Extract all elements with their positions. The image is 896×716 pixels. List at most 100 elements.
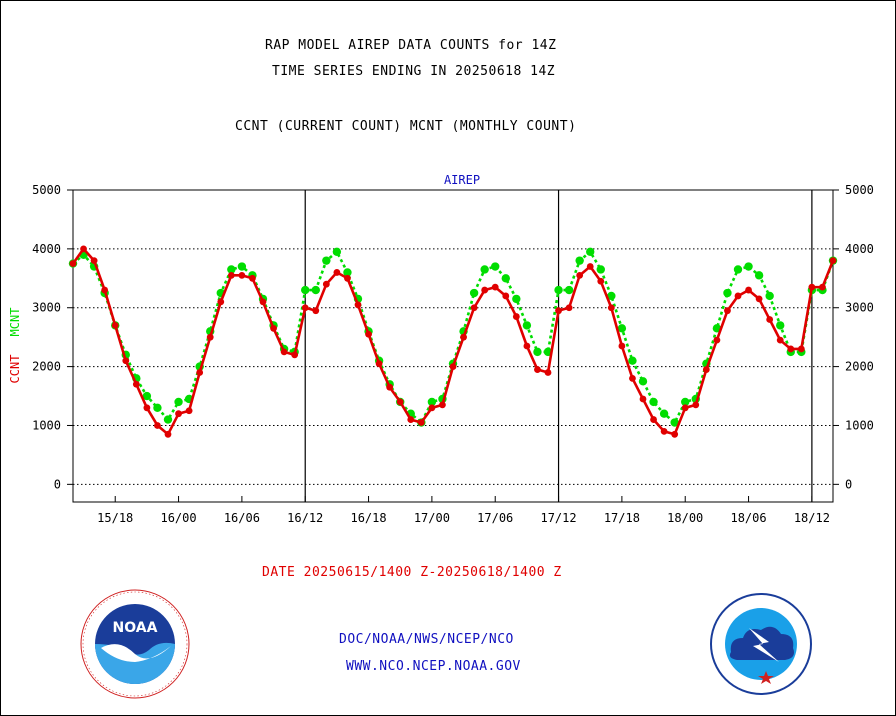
title-line-2: TIME SERIES ENDING IN 20250618 14Z	[272, 64, 556, 79]
point-ccnt-36	[449, 363, 457, 371]
y-tick-label-right-3000: 3000	[845, 301, 874, 315]
y-tick-label-right-0: 0	[845, 477, 852, 491]
point-ccnt-6	[132, 380, 140, 388]
x-tick-label-18/00: 18/00	[667, 511, 703, 525]
point-mcnt-16	[237, 262, 247, 271]
point-ccnt-34	[428, 404, 436, 412]
nws-logo	[710, 593, 812, 695]
y-tick-label-right-4000: 4000	[845, 242, 874, 256]
point-ccnt-45	[544, 369, 552, 376]
point-ccnt-2	[90, 257, 98, 265]
x-tick-label-17/12: 17/12	[540, 511, 576, 525]
point-mcnt-52	[617, 324, 627, 333]
point-mcnt-47	[564, 285, 574, 295]
point-ccnt-9	[164, 430, 172, 438]
point-mcnt-65	[754, 271, 764, 280]
noaa-logo: NOAA	[80, 589, 190, 699]
point-ccnt-69	[797, 345, 805, 353]
point-ccnt-63	[734, 292, 742, 300]
website-url: WWW.NCO.NCEP.NOAA.GOV	[346, 659, 521, 674]
y-axis-label-ccnt: CCNT	[8, 355, 22, 384]
x-tick-label-16/18: 16/18	[350, 511, 386, 525]
point-ccnt-12	[196, 369, 204, 376]
chart-title: AIREP	[444, 173, 480, 187]
point-mcnt-58	[681, 397, 690, 407]
point-ccnt-0	[69, 260, 77, 267]
point-mcnt-54	[638, 377, 648, 386]
noaa-logo-text: NOAA	[113, 620, 158, 636]
point-mcnt-49	[586, 247, 595, 257]
x-tick-label-16/00: 16/00	[160, 511, 196, 525]
point-ccnt-53	[629, 374, 636, 382]
date-range: DATE 20250615/1400 Z-20250618/1400 Z	[262, 565, 562, 580]
point-ccnt-27	[354, 301, 362, 309]
point-mcnt-8	[153, 403, 162, 413]
point-ccnt-54	[639, 395, 647, 403]
point-ccnt-28	[365, 330, 372, 338]
y-tick-label-right-5000: 5000	[845, 183, 874, 197]
point-mcnt-55	[649, 397, 658, 407]
point-ccnt-62	[724, 307, 731, 315]
x-tick-label-18/12: 18/12	[794, 511, 830, 525]
point-ccnt-16	[238, 271, 246, 279]
point-ccnt-60	[702, 366, 710, 373]
point-mcnt-46	[554, 285, 563, 295]
point-ccnt-44	[534, 366, 541, 373]
point-ccnt-30	[386, 383, 394, 391]
x-tick-label-17/00: 17/00	[414, 511, 450, 525]
point-ccnt-64	[745, 286, 752, 294]
title-line-1: RAP MODEL AIREP DATA COUNTS for 14Z	[265, 38, 557, 53]
point-ccnt-14	[217, 298, 225, 306]
point-mcnt-9	[163, 415, 173, 424]
point-ccnt-19	[270, 324, 277, 332]
point-ccnt-59	[692, 401, 700, 409]
point-ccnt-43	[523, 342, 531, 350]
point-ccnt-41	[502, 292, 510, 300]
y-tick-label-left-5000: 5000	[32, 183, 61, 197]
point-mcnt-39	[480, 265, 489, 274]
point-ccnt-39	[481, 286, 489, 294]
y-tick-label-right-2000: 2000	[845, 360, 874, 374]
point-ccnt-61	[713, 336, 721, 344]
point-ccnt-65	[755, 295, 763, 303]
point-ccnt-22	[301, 304, 309, 312]
point-ccnt-3	[101, 286, 109, 294]
point-ccnt-15	[227, 271, 235, 279]
point-ccnt-70	[808, 283, 816, 291]
x-tick-label-17/18: 17/18	[604, 511, 640, 525]
point-mcnt-44	[533, 347, 542, 357]
point-ccnt-18	[259, 298, 267, 306]
point-ccnt-51	[607, 304, 615, 312]
point-ccnt-4	[111, 321, 119, 329]
point-ccnt-40	[491, 283, 499, 291]
point-mcnt-40	[491, 262, 500, 271]
point-ccnt-33	[417, 419, 425, 426]
point-ccnt-49	[586, 263, 594, 270]
point-ccnt-17	[249, 274, 256, 282]
point-mcnt-23	[311, 285, 320, 295]
x-tick-label-16/06: 16/06	[224, 511, 260, 525]
y-tick-label-left-3000: 3000	[32, 301, 61, 315]
point-ccnt-8	[154, 422, 161, 429]
point-mcnt-38	[469, 288, 479, 298]
point-mcnt-57	[670, 418, 679, 427]
point-mcnt-42	[512, 294, 521, 304]
y-tick-label-left-2000: 2000	[32, 360, 61, 374]
x-tick-label-18/06: 18/06	[730, 511, 766, 525]
point-mcnt-48	[575, 256, 584, 265]
point-ccnt-55	[650, 416, 657, 423]
point-ccnt-47	[565, 304, 573, 312]
y-axis-label-mcnt: MCNT	[8, 308, 22, 337]
point-mcnt-26	[343, 268, 352, 277]
point-mcnt-10	[174, 397, 183, 407]
point-ccnt-57	[671, 430, 679, 438]
point-ccnt-13	[206, 333, 214, 341]
title-line-3: CCNT (CURRENT COUNT) MCNT (MONTHLY COUNT…	[235, 119, 577, 134]
point-ccnt-46	[555, 307, 562, 315]
x-tick-label-15/18: 15/18	[97, 511, 133, 525]
point-ccnt-72	[829, 257, 837, 265]
point-mcnt-64	[744, 262, 753, 271]
point-ccnt-68	[787, 345, 795, 353]
point-ccnt-66	[766, 316, 774, 323]
org-path: DOC/NOAA/NWS/NCEP/NCO	[339, 632, 514, 647]
